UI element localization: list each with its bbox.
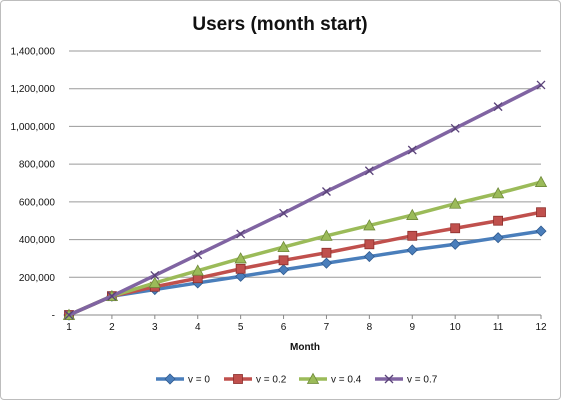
- data-point-triangle: [306, 372, 320, 384]
- data-point-diamond: [277, 264, 290, 276]
- marker-stroke: [407, 145, 417, 155]
- x-tick-label: 7: [324, 322, 330, 333]
- data-point-x: [493, 102, 503, 112]
- series-line: [68, 229, 542, 317]
- data-point-triangle: [406, 208, 419, 220]
- data-point-diamond: [164, 373, 176, 385]
- marker-stroke: [493, 102, 503, 112]
- marker-stroke: [321, 187, 331, 196]
- data-point-x: [236, 229, 246, 239]
- data-point-diamond: [406, 244, 418, 256]
- x-tick-label: 4: [195, 322, 201, 333]
- data-point-triangle: [277, 240, 290, 253]
- marker-stroke: [236, 229, 246, 239]
- marker-stroke: [279, 208, 289, 218]
- data-point-triangle: [320, 229, 333, 241]
- series-1: [64, 207, 546, 320]
- data-point-x: [193, 250, 203, 260]
- y-tick-label: -: [52, 311, 55, 322]
- x-tick-label: 8: [367, 322, 373, 333]
- x-axis-label: Month: [290, 342, 320, 353]
- data-point-x: [364, 166, 374, 176]
- marker-stroke: [384, 374, 394, 384]
- data-point-square: [364, 239, 375, 250]
- marker-stroke: [150, 270, 160, 280]
- series-line: [68, 83, 542, 317]
- data-point-diamond: [363, 250, 375, 263]
- data-point-x: [279, 208, 289, 218]
- data-point-x: [384, 374, 394, 384]
- y-tick-label: 800,000: [19, 160, 56, 171]
- x-tick-label: 11: [493, 322, 504, 333]
- y-tick-label: 200,000: [19, 273, 56, 284]
- data-point-x: [450, 123, 460, 133]
- data-point-triangle: [534, 175, 548, 187]
- data-point-x: [64, 310, 74, 320]
- x-tick-label: 9: [409, 322, 415, 333]
- legend-item: v = 0: [156, 373, 210, 386]
- y-axis-ticks: - 200,000 400,000 600,000 800,000 1,000,000 1,…: [11, 47, 56, 322]
- legend-item: v = 0.2: [224, 374, 287, 386]
- legend-label: v = 0.4: [331, 375, 362, 386]
- data-point-diamond: [535, 225, 547, 237]
- data-point-triangle: [191, 264, 204, 276]
- x-tick-label: 12: [535, 322, 547, 333]
- data-point-triangle: [234, 252, 247, 264]
- marker-stroke: [364, 166, 374, 176]
- series-2: [62, 175, 548, 320]
- series-line: [68, 210, 542, 317]
- data-point-square: [407, 230, 418, 241]
- x-tick-label: 3: [152, 322, 158, 333]
- data-point-x: [107, 291, 117, 301]
- data-point-square: [321, 247, 332, 258]
- data-point-diamond: [320, 257, 333, 269]
- y-tick-label: 1,000,000: [11, 122, 56, 133]
- data-point-square: [450, 223, 461, 234]
- marker-stroke: [193, 250, 203, 260]
- x-tick-label: 1: [66, 322, 72, 333]
- y-tick-label: 1,400,000: [11, 47, 56, 58]
- data-point-square: [233, 374, 243, 384]
- series-group: [62, 80, 548, 321]
- data-point-diamond: [492, 232, 504, 244]
- x-tick-label: 5: [238, 322, 244, 333]
- data-point-diamond: [235, 270, 247, 282]
- legend-label: v = 0: [188, 375, 210, 386]
- data-point-diamond: [449, 238, 461, 250]
- data-point-triangle: [491, 187, 505, 199]
- data-point-triangle: [449, 197, 462, 209]
- series-line: [68, 180, 542, 317]
- x-tick-label: 6: [281, 322, 287, 333]
- x-tick-label: 2: [109, 322, 115, 333]
- legend-label: v = 0.2: [256, 375, 287, 386]
- y-tick-label: 400,000: [19, 235, 56, 246]
- marker-stroke: [450, 123, 460, 133]
- legend-item: v = 0.4: [299, 372, 362, 386]
- legend: v = 0 v = 0.2 v = 0.4 v = 0.7: [156, 372, 438, 386]
- legend-item: v = 0.7: [375, 375, 438, 386]
- series-3: [64, 80, 546, 320]
- data-point-triangle: [363, 219, 376, 231]
- y-tick-label: 1,200,000: [11, 84, 56, 95]
- data-point-x: [407, 145, 417, 155]
- legend-label: v = 0.7: [407, 375, 438, 386]
- data-point-square: [493, 215, 503, 226]
- chart-title: Users (month start): [192, 14, 367, 35]
- data-point-triangle: [148, 276, 161, 288]
- x-tick-label: 10: [450, 322, 462, 333]
- y-tick-label: 600,000: [19, 197, 56, 208]
- x-axis-ticks: 1 2 3 4 5 6 7 8 9 10 11 12: [66, 315, 547, 333]
- data-point-x: [536, 80, 546, 90]
- marker-stroke: [64, 310, 74, 320]
- data-point-square: [536, 207, 546, 218]
- data-point-x: [321, 187, 331, 196]
- marker-stroke: [536, 80, 546, 90]
- data-point-square: [235, 263, 246, 274]
- marker-stroke: [107, 291, 117, 301]
- data-point-square: [278, 255, 289, 266]
- data-point-x: [150, 270, 160, 280]
